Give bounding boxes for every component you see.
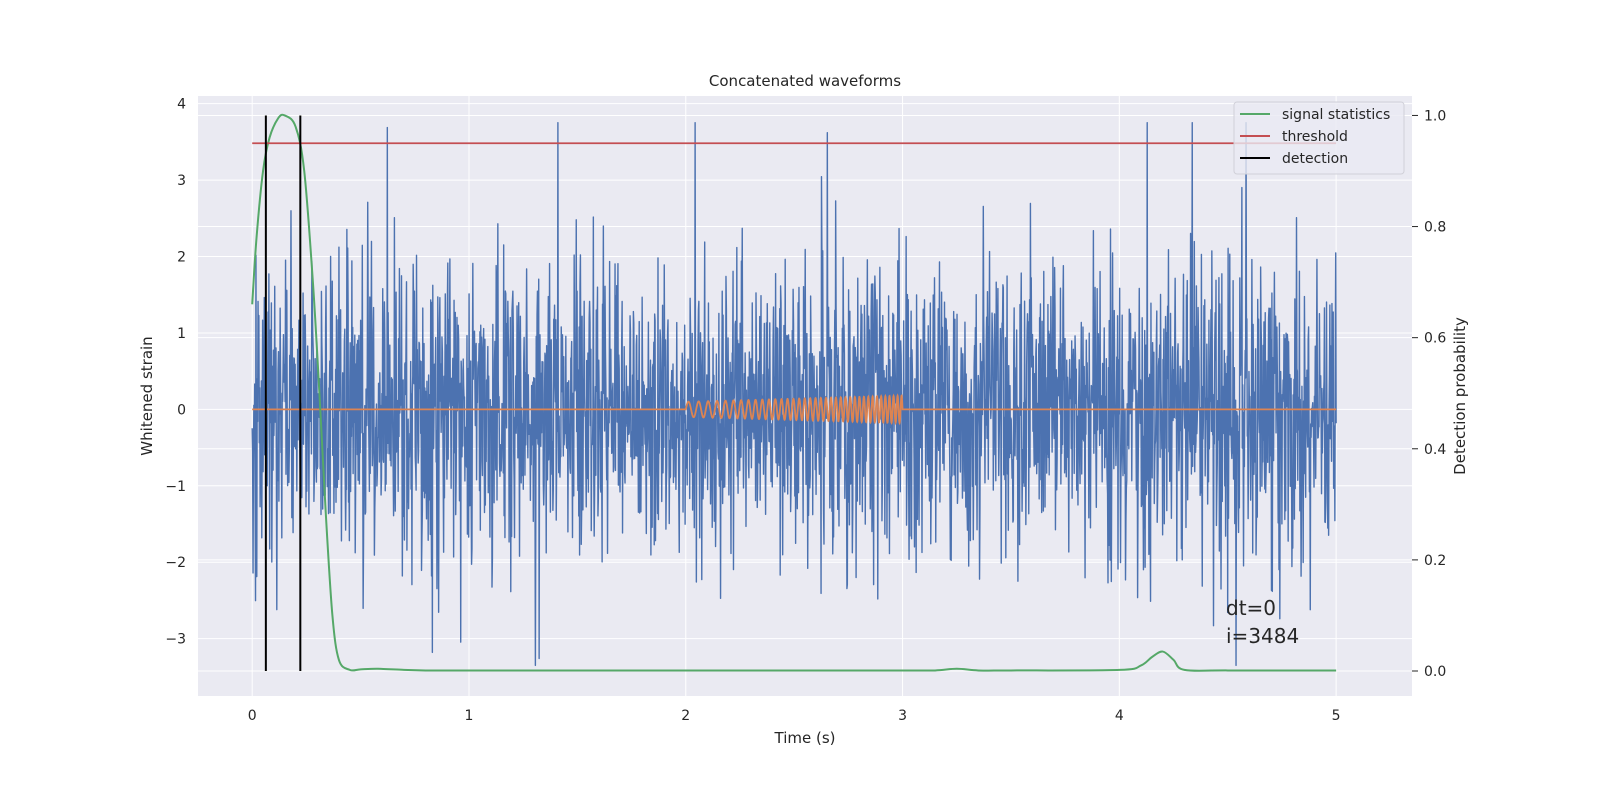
x-tick-label: 1 [465,708,474,724]
series-layer [251,113,1337,672]
y-right-tick-label: 0.4 [1424,442,1446,458]
chart-title: Concatenated waveforms [709,72,901,90]
x-tick-label: 0 [248,708,257,724]
y-axis-label-right: Detection probability [1451,317,1469,475]
y-left-tick-label: 0 [177,402,186,418]
tick-labels: 0 1 2 3 4 5 −3 −2 −1 0 1 2 3 4 0.0 0.2 0.4 0.6 0.8 1.0 [165,97,1446,724]
y-left-tick-label: 4 [177,97,186,113]
x-tick-label: 5 [1332,708,1341,724]
y-right-tick-label: 0.8 [1424,220,1446,236]
x-tick-label: 2 [681,708,690,724]
y-right-tick-label: 0.2 [1424,553,1446,569]
y-left-tick-label: 3 [177,173,186,189]
legend-box [1233,101,1405,175]
annotation-dt: dt=0 [1226,596,1276,620]
y-right-tick-label: 0.0 [1424,664,1446,680]
legend: signal statistics threshold detection [1233,101,1405,175]
x-axis-label: Time (s) [774,729,836,747]
y-left-tick-label: 2 [177,250,186,266]
y-left-tick-label: −3 [165,632,186,648]
y-left-tick-label: −2 [165,555,186,571]
legend-label: detection [1282,151,1348,167]
legend-label: threshold [1282,129,1348,145]
x-tick-label: 3 [898,708,907,724]
y-left-tick-label: 1 [177,326,186,342]
legend-label: signal statistics [1282,107,1390,123]
annotation-index: i=3484 [1226,624,1299,648]
series-signal-statistics-line [251,113,1337,672]
y-left-tick-label: −1 [165,479,186,495]
y-right-tick-label: 1.0 [1424,108,1446,124]
x-tick-label: 4 [1115,708,1124,724]
y-right-tick-label: 0.6 [1424,331,1446,347]
y-axis-label-left: Whitened strain [138,336,156,455]
series-chirp-line [252,393,1337,426]
